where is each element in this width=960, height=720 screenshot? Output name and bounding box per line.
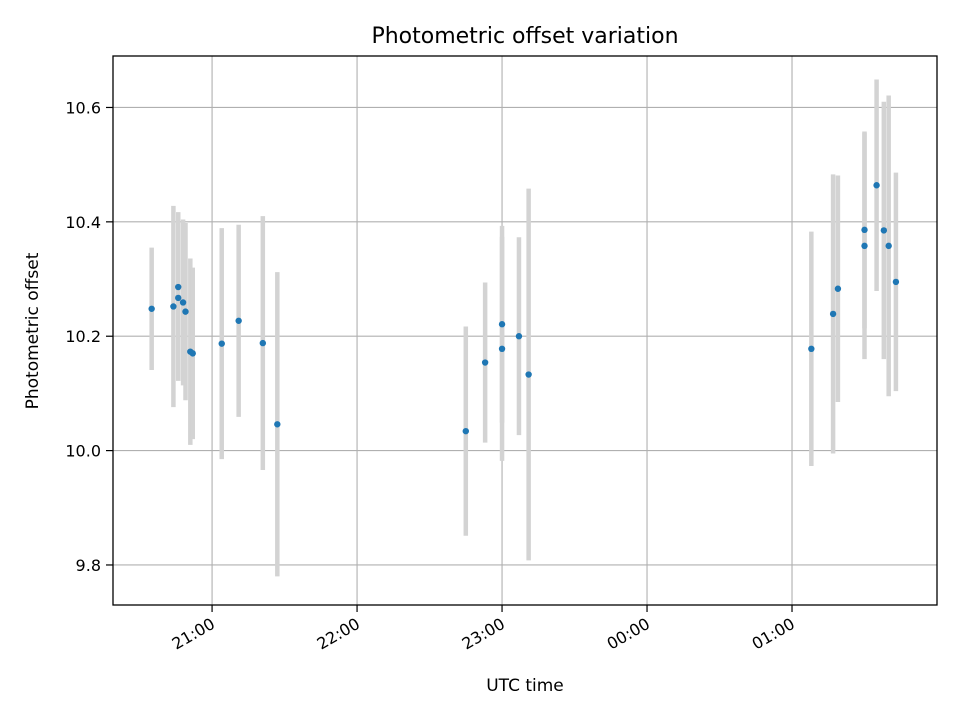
y-tick-label: 9.8: [76, 556, 101, 575]
data-point: [861, 242, 868, 250]
data-point: [892, 278, 900, 286]
data-point: [808, 345, 815, 352]
data-point: [235, 317, 242, 324]
data-point: [462, 427, 469, 435]
data-point: [834, 285, 842, 292]
data-point: [515, 333, 523, 340]
x-tick-label: 00:00: [604, 614, 653, 654]
error-bars: [149, 79, 899, 577]
x-tick-label: 01:00: [749, 614, 798, 654]
data-point: [179, 299, 187, 306]
data-point: [829, 310, 837, 318]
y-tick-label: 10.2: [65, 327, 101, 346]
data-point: [175, 294, 182, 302]
data-point: [182, 308, 189, 315]
data-point: [259, 339, 267, 347]
data-point: [170, 303, 177, 310]
x-tick-label: 23:00: [459, 614, 508, 654]
y-tick-label: 10.6: [65, 98, 101, 117]
data-point: [148, 305, 155, 312]
data-point: [218, 340, 225, 347]
data-point: [885, 242, 892, 250]
data-point: [525, 371, 532, 378]
grid-lines: [113, 56, 937, 605]
y-tick-label: 10.4: [65, 213, 101, 232]
y-axis-label: Photometric offset: [23, 252, 43, 409]
data-point: [498, 345, 506, 352]
x-tick-label: 21:00: [169, 614, 218, 654]
x-tick-label: 22:00: [314, 614, 363, 654]
data-point: [481, 359, 489, 366]
data-point: [861, 226, 868, 234]
plot-frame: [112, 55, 938, 606]
data-point: [274, 421, 281, 428]
data-point: [498, 321, 506, 328]
y-tick-label: 10.0: [65, 442, 101, 461]
chart-title: Photometric offset variation: [371, 24, 678, 49]
data-point: [189, 350, 196, 357]
data-point: [880, 227, 888, 234]
data-points: [148, 182, 900, 435]
data-point: [175, 283, 182, 291]
x-axis-label: UTC time: [486, 676, 564, 696]
data-point: [873, 182, 880, 189]
